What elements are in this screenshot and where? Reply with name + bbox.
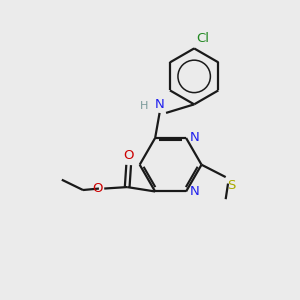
Text: S: S — [227, 178, 236, 192]
Text: N: N — [190, 131, 200, 144]
Text: O: O — [123, 149, 134, 162]
Text: Cl: Cl — [196, 32, 209, 45]
Text: N: N — [155, 98, 165, 111]
Text: H: H — [140, 101, 148, 111]
Text: N: N — [190, 185, 200, 198]
Text: O: O — [92, 182, 103, 195]
